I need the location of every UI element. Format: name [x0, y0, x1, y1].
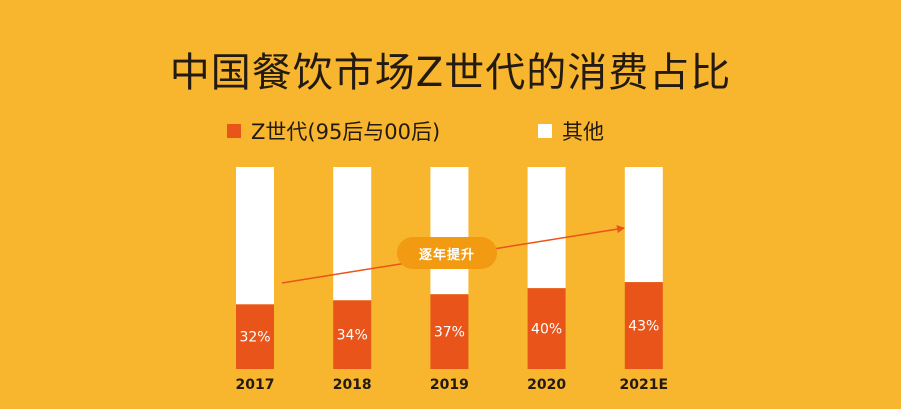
legend-swatch-others — [538, 124, 552, 138]
data-label-2021E: 43% — [628, 319, 659, 335]
data-label-2019: 37% — [434, 325, 465, 341]
data-label-2018: 34% — [337, 328, 368, 344]
bar-gen-z-2017 — [236, 304, 274, 369]
bar-others-2019 — [430, 167, 469, 295]
bar-gen-z-2020 — [527, 288, 566, 369]
bar-others-2018 — [333, 167, 372, 301]
x-tick-label-2020: 2020 — [527, 377, 566, 393]
bar-others-2020 — [527, 167, 566, 289]
legend-label-gen-z: Z世代(95后与00后) — [251, 120, 441, 144]
trend-badge: 逐年提升 — [397, 237, 497, 269]
data-label-2017: 32% — [239, 330, 270, 346]
x-tick-label-2019: 2019 — [430, 377, 469, 393]
bar-gen-z-2019 — [430, 294, 469, 369]
data-label-2020: 40% — [531, 322, 562, 338]
legend-item-others: 其他 — [538, 116, 604, 146]
bar-others-2017 — [236, 167, 274, 305]
legend-swatch-gen-z — [227, 124, 241, 138]
x-tick-label-2018: 2018 — [333, 377, 372, 393]
legend: Z世代(95后与00后) 其他 — [0, 116, 901, 146]
x-tick-label-2017: 2017 — [236, 377, 275, 393]
bar-others-2021E — [624, 167, 663, 283]
legend-label-others: 其他 — [562, 120, 604, 144]
x-tick-label-2021E: 2021E — [620, 377, 669, 393]
bar-gen-z-2021E — [624, 282, 663, 369]
bar-gen-z-2018 — [333, 300, 372, 369]
legend-item-gen-z: Z世代(95后与00后) — [227, 116, 440, 146]
chart-title: 中国餐饮市场Z世代的消费占比 — [169, 50, 732, 96]
